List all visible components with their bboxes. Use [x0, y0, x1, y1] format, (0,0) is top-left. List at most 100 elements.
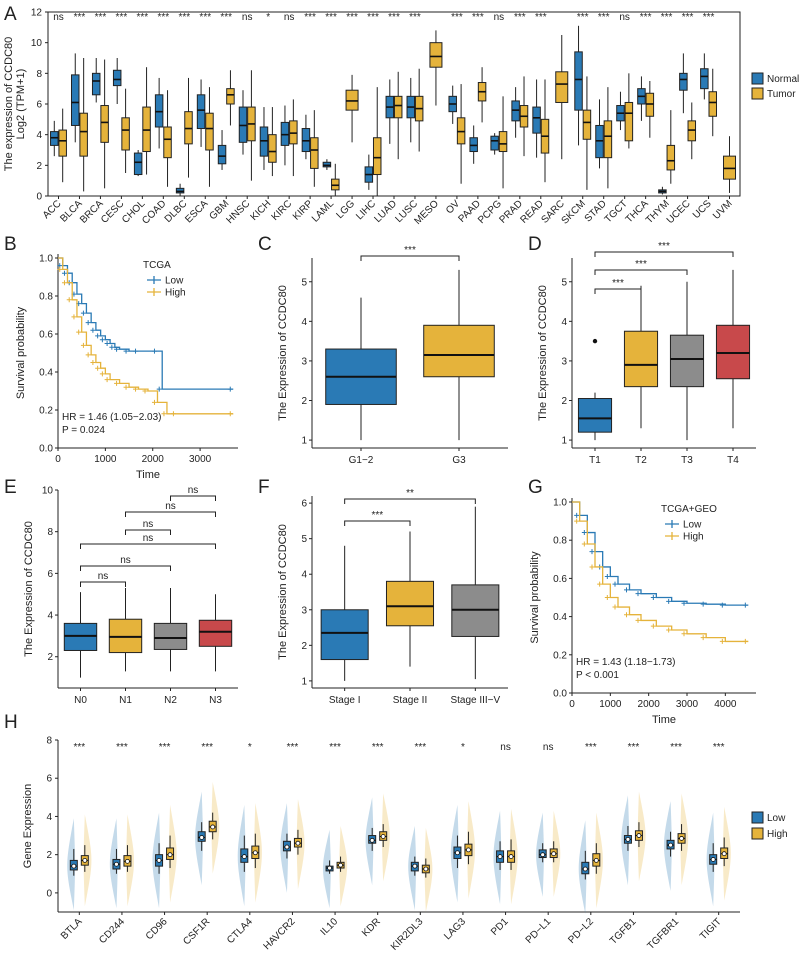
- panel-d-ytick-label: 4: [561, 317, 567, 328]
- panel-a-tumor-BLCA-box: [79, 112, 88, 157]
- panel-g-censor-mark: [650, 595, 656, 600]
- panel-g-km-low: [572, 501, 749, 606]
- panel-d-box-0-box: [577, 398, 613, 433]
- panel-e-ytick-label: 2: [47, 652, 53, 663]
- panel-e-category-label: N3: [209, 695, 222, 706]
- panel-b-ytick-label: 0.0: [39, 444, 53, 455]
- panel-a-tumor-PCPG-box: [498, 131, 508, 153]
- panel-h-category-label: PD−L2: [566, 916, 596, 946]
- panel-g-censor-mark: [666, 598, 672, 604]
- panel-g-censor-mark: [612, 581, 618, 587]
- legend-h-low-swatch: [751, 811, 764, 824]
- panel-h-mean-dot: [593, 858, 599, 863]
- panel-b-censor-mark: [90, 327, 96, 333]
- legend-a-normal-label: Normal: [767, 74, 799, 85]
- panel-c-ytick-label: 3: [301, 356, 307, 367]
- panel-h-mean-dot: [636, 833, 642, 838]
- panel-a-category-label: LAML: [310, 198, 337, 225]
- panel-b-censor-mark: [114, 380, 120, 386]
- panel-h-mean-dot: [679, 836, 684, 841]
- panel-a-significance: ***: [157, 12, 169, 23]
- panel-f-comparison-label: ***: [371, 510, 383, 521]
- panel-f-ytick-label: 4: [301, 570, 307, 581]
- panel-b-censor-mark: [99, 371, 105, 377]
- panel-a-ytick-label: 0: [36, 192, 42, 203]
- panel-a-significance: ns: [494, 12, 505, 23]
- panel-f: 1 2 3 4 5 6 The Expression of CCDC80 Stage I Sta…: [277, 488, 508, 706]
- panel-h-mean-dot: [380, 834, 386, 839]
- panel-g-censor-mark: [597, 581, 603, 587]
- panel-a-tumor-STAD-box: [603, 120, 613, 159]
- panel-g-xtick-label: 1000: [599, 699, 622, 710]
- panel-g-legend-low-swatch: [665, 520, 679, 528]
- panel-b-xtick-label: 3000: [189, 454, 212, 465]
- panel-letter-G: G: [528, 477, 543, 498]
- panel-e-box-2-box: [153, 622, 188, 650]
- panel-h: 0 2 4 6 8 Gene Expression BTLA *** CD244 *** CD96 *…: [22, 736, 788, 953]
- panel-a-significance: ***: [703, 12, 715, 23]
- panel-a-tumor-UCS-box: [708, 91, 717, 117]
- panel-h-mean-dot: [721, 851, 727, 857]
- panel-a-tumor-COAD-box: [163, 126, 172, 159]
- panel-d-ytick-label: 2: [561, 396, 567, 407]
- panel-e-ytick-label: 8: [47, 527, 53, 538]
- panel-c-box-1-box: [423, 324, 495, 378]
- panel-g-legend-high-swatch: [665, 532, 679, 540]
- panel-c-category-label: G1−2: [349, 455, 374, 466]
- panel-a-tumor-CESC-box: [121, 117, 130, 151]
- legend-a-tumor-label: Tumor: [767, 89, 796, 100]
- panel-a-tumor-ESCA-box: [205, 112, 214, 151]
- panel-g-censor-mark: [681, 631, 687, 637]
- panel-h-mean-dot: [125, 858, 130, 864]
- panel-c-comparison-bracket: [360, 255, 460, 261]
- panel-g-censor-mark: [624, 587, 629, 593]
- panel-d-category-label: T2: [635, 455, 647, 466]
- panel-e-comparison-bracket: [125, 529, 171, 535]
- panel-a-significance: ***: [514, 12, 526, 23]
- panel-h-category-label: PD−L1: [524, 916, 554, 946]
- panel-h-mean-dot: [210, 824, 216, 830]
- panel-c-ytick-label: 2: [301, 396, 307, 407]
- panel-e-category-label: N0: [74, 695, 87, 706]
- panel-letter-H: H: [4, 712, 18, 733]
- panel-f-ytick-label: 3: [301, 605, 307, 616]
- panel-h-category-label: BTLA: [59, 916, 85, 942]
- panel-h-mean-dot: [167, 852, 173, 858]
- panel-f-ytick-label: 5: [301, 534, 307, 545]
- panel-b-censor-mark: [61, 280, 67, 286]
- panel-h-mean-dot: [114, 861, 119, 867]
- panel-g-censor-mark: [635, 591, 641, 597]
- panel-h-category-label: TGFB1: [608, 916, 639, 947]
- panel-h-significance: ***: [372, 742, 384, 753]
- panel-b-censor-mark: [151, 348, 157, 354]
- legend-h-low-label: Low: [767, 813, 786, 824]
- panel-h-significance: ***: [201, 742, 213, 753]
- panel-a-ylabel-line1: The expression of CCDC80: [3, 37, 15, 172]
- panel-h-significance: *: [248, 742, 252, 753]
- panel-g-censor-mark: [604, 573, 610, 579]
- panel-h-category-label: TGFBR1: [646, 916, 682, 952]
- panel-a-category-label: LGG: [334, 198, 357, 221]
- panel-c-ylabel: The Expression of CCDC80: [277, 285, 289, 421]
- panel-f-comparison-label: **: [406, 488, 414, 499]
- panel-g-legend-title: TCGA+GEO: [661, 504, 717, 515]
- panel-a-significance: ***: [220, 12, 232, 23]
- panel-g-censor-mark: [589, 564, 595, 570]
- panel-h-mean-dot: [82, 858, 88, 863]
- panel-h-ytick-label: 4: [46, 812, 52, 823]
- panel-letter-A: A: [4, 4, 17, 25]
- panel-g-ytick-label: 0.6: [553, 574, 567, 585]
- panel-b-ylabel: Survival probability: [15, 306, 27, 399]
- panel-b-censor-mark: [104, 377, 110, 383]
- panel-h-category-label: PD1: [489, 916, 511, 938]
- panel-h-significance: ***: [73, 742, 85, 753]
- panel-e-comparison-bracket: [80, 565, 171, 571]
- panel-d: 1 2 3 4 5 The Expression of CCDC80 T1 T2 T3 T4 ***…: [537, 241, 756, 466]
- panel-h-mean-dot: [338, 862, 343, 868]
- panel-b-censor-mark: [133, 348, 139, 354]
- panel-a-significance: ***: [409, 12, 421, 23]
- panel-b-censor-mark: [66, 297, 72, 303]
- panel-f-category-label: Stage II: [393, 695, 427, 706]
- panel-g-xtick-label: 0: [569, 699, 575, 710]
- panel-b-censor-mark: [142, 388, 148, 394]
